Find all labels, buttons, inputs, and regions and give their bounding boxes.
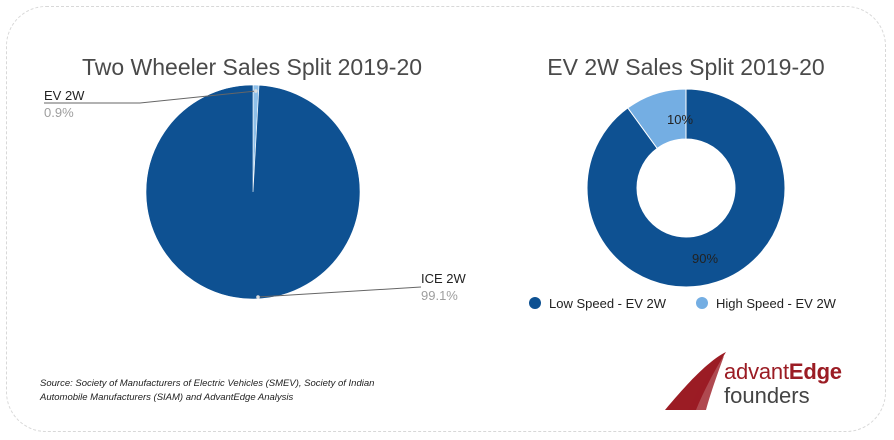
source-line-2: Automobile Manufacturers (SIAM) and Adva… <box>40 392 294 403</box>
pie2-value-high-speed: 10% <box>667 112 693 127</box>
pie1-value-ice: 99.1% <box>421 288 458 303</box>
card-frame <box>6 6 886 432</box>
pie1-leaders <box>44 89 422 299</box>
pie1-slices <box>145 84 361 300</box>
pie1-leader-ice <box>257 286 422 298</box>
legend-swatch-low-speed <box>529 297 541 309</box>
pie1-title: Two Wheeler Sales Split 2019-20 <box>82 54 422 80</box>
source-line-1: Source: Society of Manufacturers of Elec… <box>40 378 375 389</box>
pie2-value-low-speed: 90% <box>692 251 718 266</box>
pie1-leader-ice-dot <box>256 295 260 299</box>
logo-founders: founders <box>724 383 810 408</box>
pie1-label-ice: ICE 2W <box>421 271 467 286</box>
pie1-leader-ev-dot <box>254 89 258 93</box>
advantedge-logo: advantEdge founders <box>724 360 842 408</box>
legend-swatch-high-speed <box>696 297 708 309</box>
pie1-value-ev: 0.9% <box>44 105 74 120</box>
pie1-leader-ev <box>44 90 256 104</box>
advantedge-logo-mark <box>665 352 726 410</box>
logo-wordmark: advantEdge <box>724 360 842 384</box>
logo-part-advant: advant <box>724 359 789 384</box>
pie1-label-ev: EV 2W <box>44 88 85 103</box>
pie2-slice-low-speed <box>586 88 786 288</box>
legend-label-low-speed: Low Speed - EV 2W <box>549 296 667 311</box>
logo-part-edge: Edge <box>788 359 842 384</box>
source-note: Source: Society of Manufacturers of Elec… <box>40 377 374 405</box>
pie2-title: EV 2W Sales Split 2019-20 <box>547 54 824 80</box>
legend-label-high-speed: High Speed - EV 2W <box>716 296 837 311</box>
pie2-slice-high-speed <box>627 88 687 150</box>
pie2-slices <box>586 88 786 288</box>
pie1-slice-ice-2w <box>145 84 361 300</box>
